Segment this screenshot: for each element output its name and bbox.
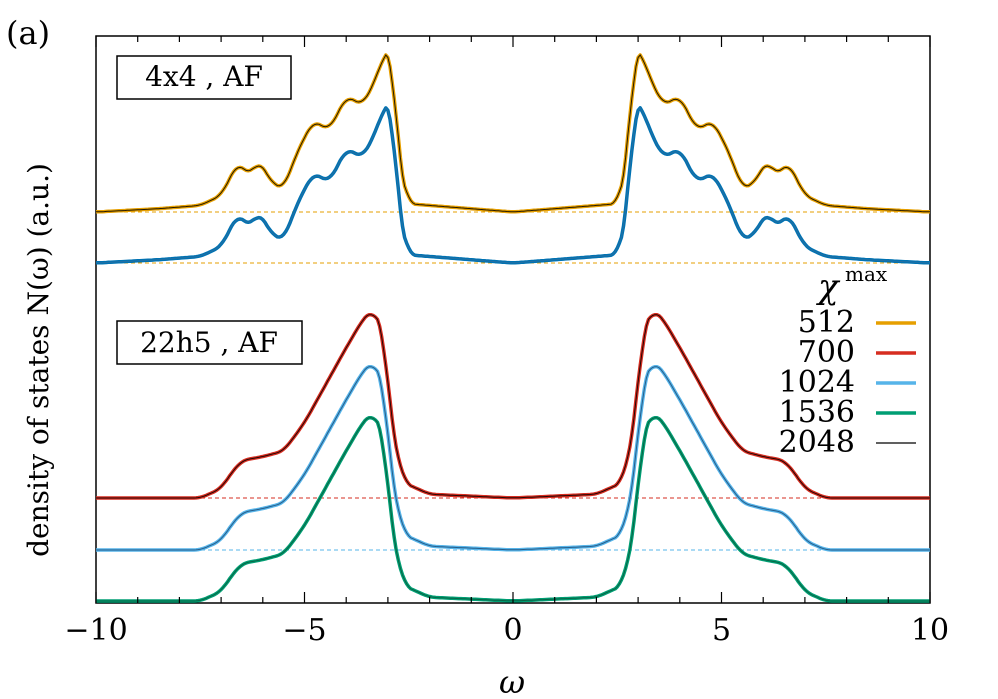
y-axis-label: density of states N(ω) (a.u.) (22, 163, 55, 557)
legend-title-sup: max (845, 262, 888, 286)
dos-reference-line (96, 366, 930, 551)
legend-label: 1024 (779, 365, 855, 400)
dos-series-line (96, 106, 930, 265)
dos-reference-line (96, 107, 930, 264)
dos-reference-line (96, 54, 930, 213)
panel-bottom-label-text: 22h5 , AF (140, 326, 278, 359)
ticks-layer (95, 36, 931, 603)
panel-label: (a) (6, 14, 50, 52)
x-tick-label: 5 (712, 613, 731, 648)
legend-title: χ (816, 267, 841, 307)
panel-top-label: 4x4 , AF (116, 55, 292, 100)
dos-reference-line (96, 314, 930, 499)
legend-label: 1536 (779, 395, 855, 430)
legend-label: 512 (798, 305, 855, 340)
legend-label: 700 (798, 335, 855, 370)
x-axis-label: ω (499, 663, 525, 699)
x-tick-label: 0 (503, 613, 522, 648)
legend-label: 2048 (779, 425, 855, 460)
x-tick-label: 10 (911, 613, 949, 648)
panel-bottom-label: 22h5 , AF (116, 320, 303, 365)
x-tick-labels: −10 −5 0 5 10 (64, 613, 949, 648)
panel-top-label-text: 4x4 , AF (145, 60, 263, 93)
x-tick-label: −5 (282, 613, 326, 648)
x-tick-label: −10 (64, 613, 127, 648)
